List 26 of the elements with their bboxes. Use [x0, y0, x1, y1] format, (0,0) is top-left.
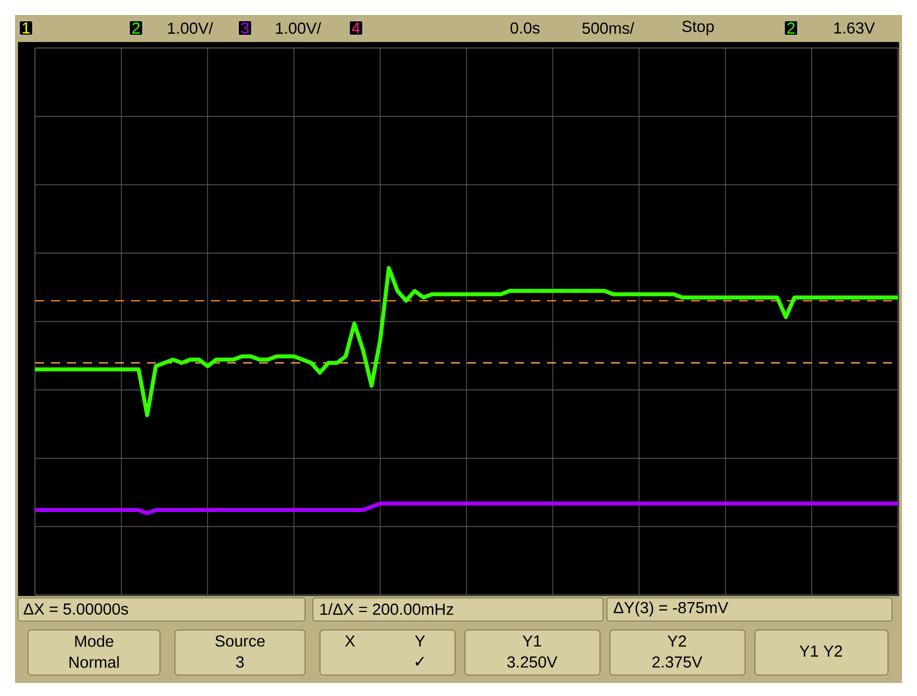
text: 4 — [352, 22, 360, 34]
text: 0.0s — [510, 22, 540, 34]
text: ✓ — [416, 656, 424, 666]
text: ΔX = 5.00000s — [24, 603, 128, 615]
text: 1/ΔX = 200.00mHz — [320, 603, 454, 615]
text: 2 — [132, 22, 140, 34]
text: 3.250V — [507, 656, 558, 668]
text: Y1 Y2 — [800, 645, 842, 657]
text: Y2 — [668, 635, 686, 647]
text: X — [345, 635, 356, 647]
text: ΔY(3) = -875mV — [614, 602, 728, 616]
text: 2 — [787, 22, 795, 34]
text: Normal — [70, 656, 119, 668]
text: 2.375V — [652, 656, 702, 668]
text: Mode — [75, 635, 114, 647]
text: 1.00V/ — [276, 22, 322, 34]
text: 500ms/ — [582, 22, 634, 34]
text: 1.63V — [834, 22, 875, 34]
text: Stop — [682, 20, 714, 36]
text: Y — [415, 635, 425, 647]
text: 1 — [22, 22, 30, 34]
text: 1.00V/ — [168, 22, 214, 34]
text: Source — [215, 635, 265, 647]
text: Y1 — [522, 635, 542, 647]
text: 3 — [236, 656, 244, 668]
text: 3 — [241, 22, 249, 34]
